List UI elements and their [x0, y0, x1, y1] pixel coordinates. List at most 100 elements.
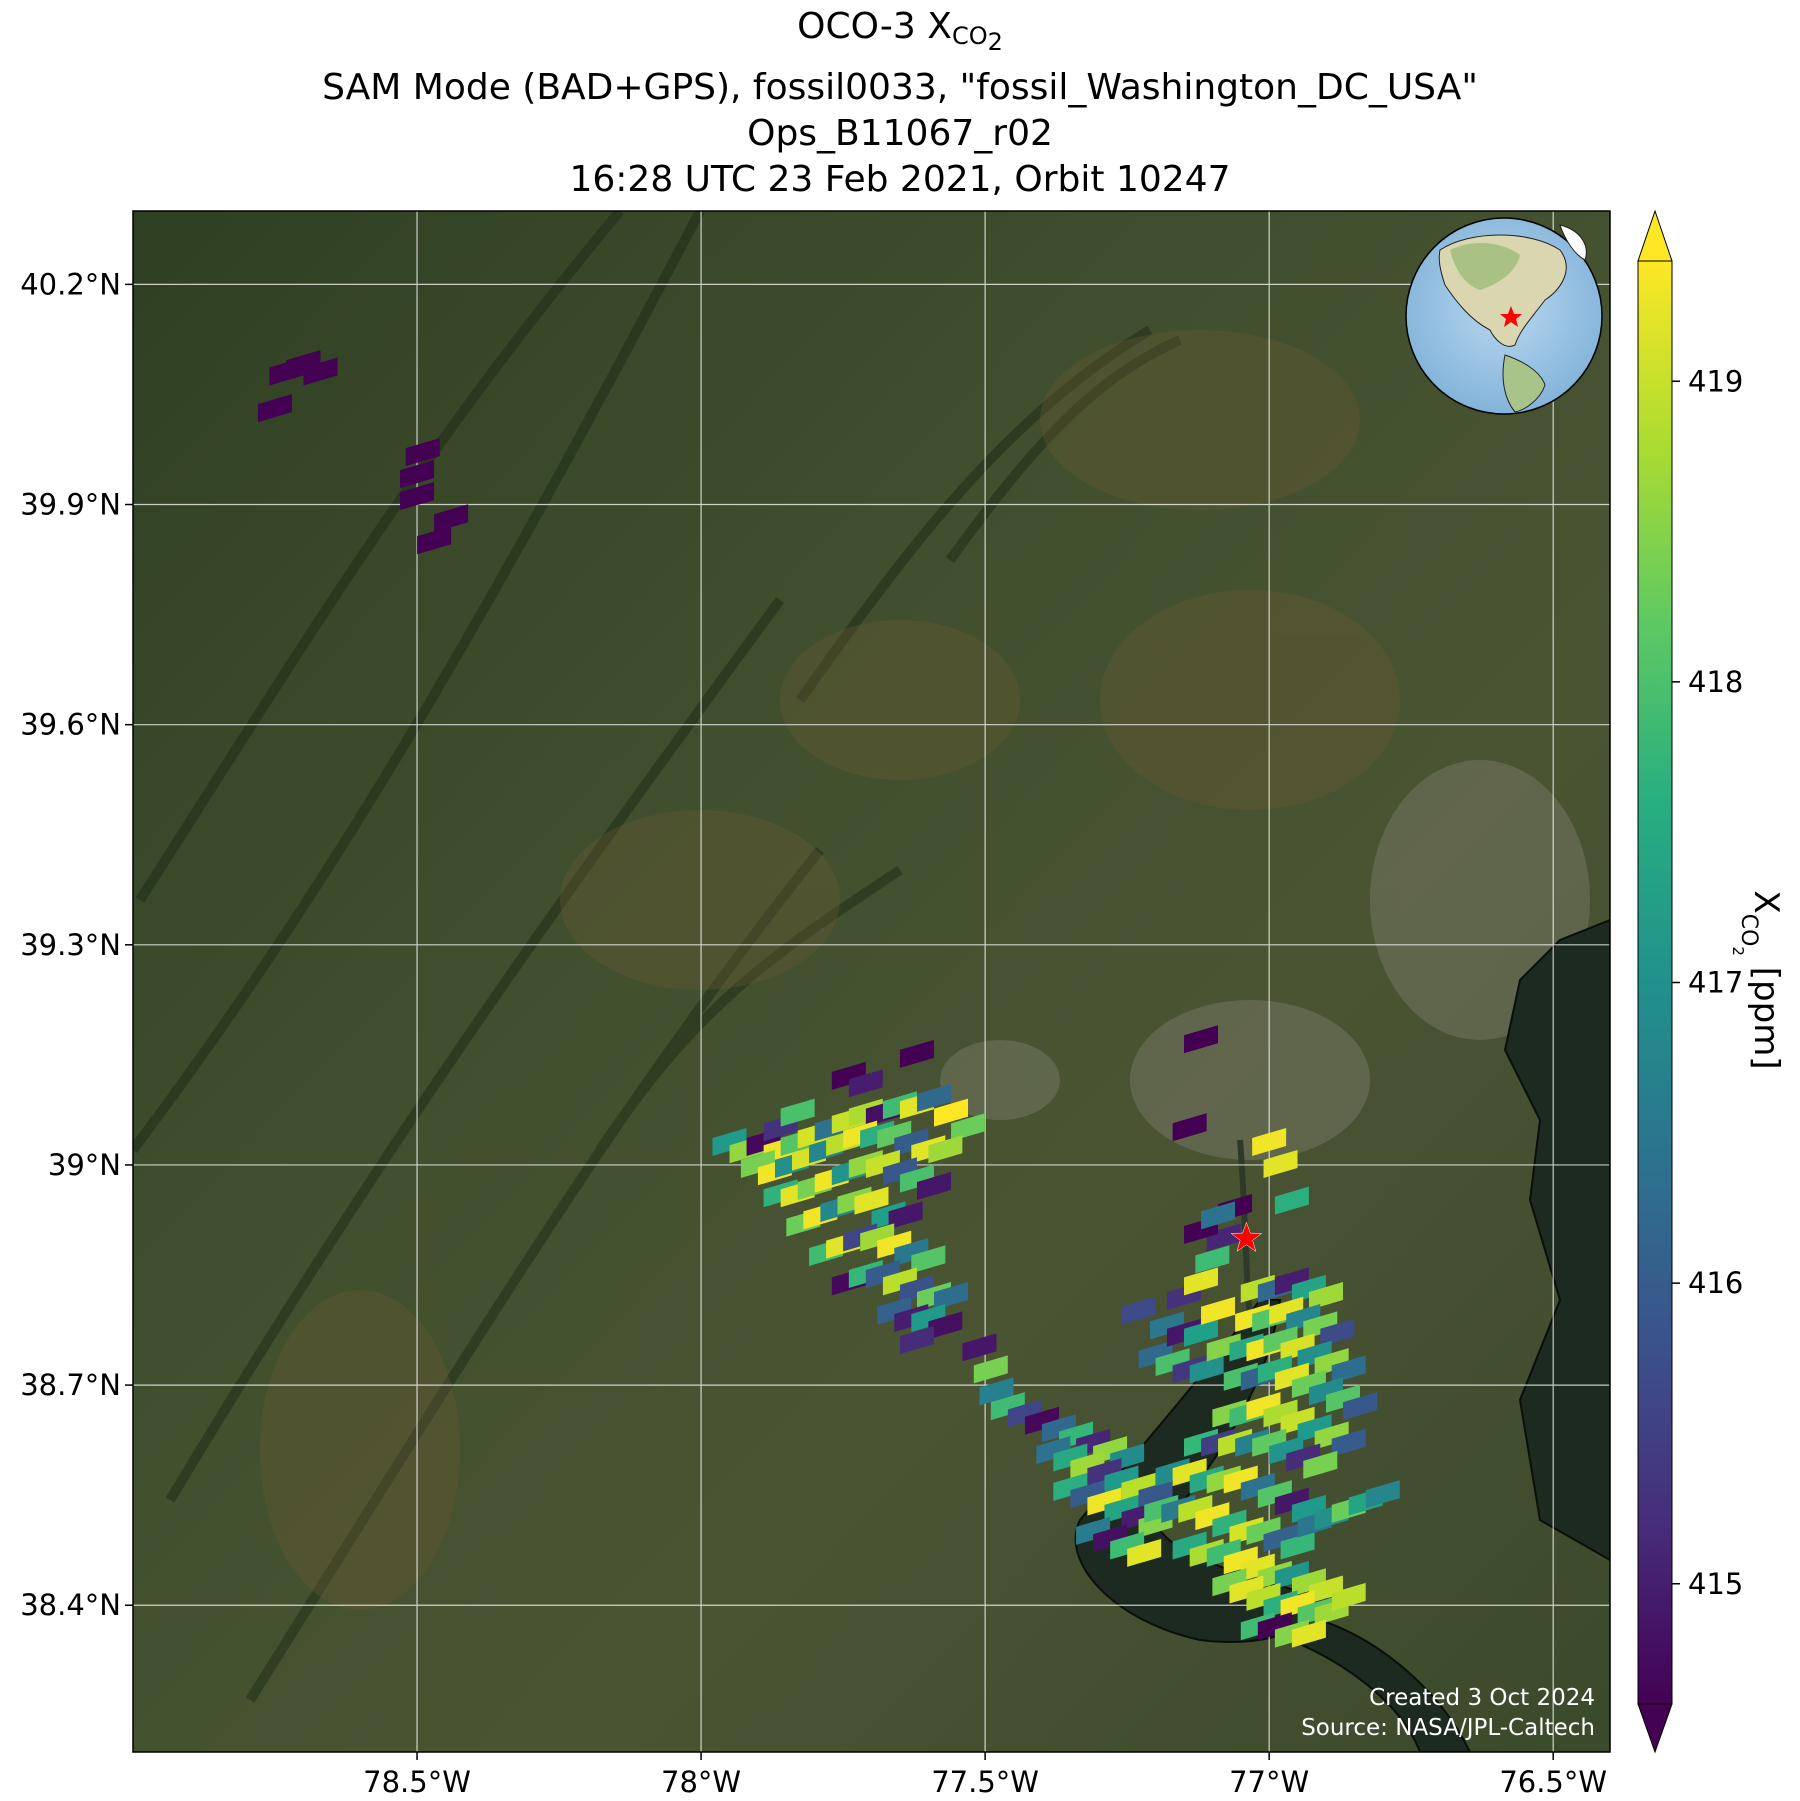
sounding-footprint [1331, 1355, 1366, 1384]
sounding-footprint [1286, 1304, 1321, 1333]
title-line-4: 16:28 UTC 23 Feb 2021, Orbit 10247 [569, 159, 1231, 200]
sounding-footprint [1036, 1436, 1071, 1465]
sounding-footprint [1235, 1428, 1270, 1457]
sounding-footprint [899, 1326, 934, 1355]
sounding-footprint [1274, 1619, 1309, 1648]
lon-tick-label: 78°W [661, 1765, 741, 1799]
sounding-footprint [1240, 1612, 1275, 1641]
sounding-footprint [1201, 1428, 1236, 1457]
title-line-1: OCO-3 XCO2 [797, 6, 1003, 56]
sounding-footprint [1053, 1443, 1088, 1472]
colorbar-ramp [1637, 260, 1673, 1705]
sounding-footprint [1155, 1348, 1190, 1377]
sounding-footprint [1274, 1186, 1309, 1215]
sounding-footprint [1093, 1524, 1128, 1553]
sounding-footprint [916, 1083, 951, 1112]
sounding-footprint [286, 350, 321, 379]
sounding-footprint [1274, 1560, 1309, 1589]
sounding-footprint [434, 504, 469, 533]
sounding-footprint [1229, 1516, 1264, 1545]
sounding-footprint [871, 1201, 906, 1230]
sounding-footprint [1149, 1311, 1184, 1340]
sounding-footprint [1263, 1524, 1298, 1553]
sounding-footprint [911, 1135, 946, 1164]
sounding-footprint [1024, 1406, 1059, 1435]
farmland-patches [260, 330, 1400, 1610]
sounding-footprint [1297, 1414, 1332, 1443]
sounding-footprint [843, 1120, 878, 1149]
sounding-footprint [928, 1135, 963, 1164]
sounding-footprint [1274, 1267, 1309, 1296]
xco2-soundings [258, 350, 1400, 1648]
sounding-footprint [848, 1069, 883, 1098]
sounding-footprint [1183, 1428, 1218, 1457]
sounding-footprint [1320, 1318, 1355, 1347]
sounding-footprint [1110, 1531, 1145, 1560]
colorbar-tick-label: 416 [1688, 1266, 1743, 1300]
sounding-footprint [934, 1098, 969, 1127]
sounding-footprint [1189, 1355, 1224, 1384]
sounding-footprint [1291, 1494, 1326, 1523]
lat-tick-label: 39.9°N [20, 488, 121, 522]
sounding-footprint [1195, 1502, 1230, 1531]
sounding-footprint [1303, 1311, 1338, 1340]
sounding-footprint [888, 1201, 923, 1230]
sounding-footprint [1144, 1494, 1179, 1523]
sounding-footprint [1104, 1494, 1139, 1523]
sounding-footprint [1280, 1333, 1315, 1362]
sounding-footprint [1189, 1465, 1224, 1494]
credit-created: Created 3 Oct 2024 [1369, 1685, 1595, 1711]
lon-tick-label: 76.5°W [1499, 1765, 1607, 1799]
sounding-footprint [848, 1260, 883, 1289]
sounding-footprint [962, 1333, 997, 1362]
sounding-footprint [1314, 1421, 1349, 1450]
sounding-footprint [1206, 1465, 1241, 1494]
sounding-footprint [1280, 1590, 1315, 1619]
sounding-footprint [1308, 1575, 1343, 1604]
sounding-footprint [854, 1186, 889, 1215]
sounding-footprint [894, 1238, 929, 1267]
sounding-footprint [1127, 1538, 1162, 1567]
colorbar-tick-label: 415 [1688, 1567, 1743, 1601]
sounding-footprint [1155, 1458, 1190, 1487]
sounding-footprint [1189, 1538, 1224, 1567]
credit-source: Source: NASA/JPL-Caltech [1301, 1715, 1595, 1741]
sounding-footprint [1070, 1450, 1105, 1479]
sounding-footprint [258, 394, 293, 423]
sounding-footprint [1138, 1480, 1173, 1509]
sounding-footprint [763, 1179, 798, 1208]
map-frame [132, 210, 1611, 1753]
colorbar-tick-label: 418 [1688, 665, 1743, 699]
sounding-footprint [860, 1223, 895, 1252]
sounding-footprint [973, 1355, 1008, 1384]
sounding-footprint [1308, 1377, 1343, 1406]
sounding-footprint [899, 1164, 934, 1193]
sounding-footprint [877, 1120, 912, 1149]
sounding-footprint [865, 1260, 900, 1289]
sounding-footprint [740, 1149, 775, 1178]
sounding-footprint [780, 1098, 815, 1127]
sounding-footprint [1240, 1274, 1275, 1303]
sounding-footprint [1257, 1612, 1292, 1641]
sounding-footprint [1291, 1619, 1326, 1648]
colorbar-tick-label: 417 [1688, 966, 1743, 1000]
sounding-footprint [899, 1274, 934, 1303]
sounding-footprint [848, 1149, 883, 1178]
sounding-footprint [1172, 1458, 1207, 1487]
sounding-footprint [1240, 1553, 1275, 1582]
latitude-labels: 40.2°N 39.9°N 39.6°N 39.3°N 39°N 38.7°N 38.4°N [20, 267, 133, 1622]
sounding-footprint [877, 1230, 912, 1259]
sounding-footprint [1303, 1450, 1338, 1479]
sounding-footprint [1229, 1575, 1264, 1604]
sounding-footprint [1246, 1582, 1281, 1611]
sounding-footprint [1297, 1597, 1332, 1626]
sounding-footprint [1280, 1406, 1315, 1435]
map-area[interactable]: Created 3 Oct 2024 Source: NASA/JPL-Calt… [133, 211, 1610, 1752]
sounding-footprint [1212, 1509, 1247, 1538]
sounding-footprint [1291, 1370, 1326, 1399]
sounding-footprint [1263, 1399, 1298, 1428]
sounding-footprint [928, 1311, 963, 1340]
sounding-footprint [990, 1392, 1025, 1421]
sounding-footprint [1172, 1113, 1207, 1142]
lat-tick-label: 39.3°N [20, 928, 121, 962]
